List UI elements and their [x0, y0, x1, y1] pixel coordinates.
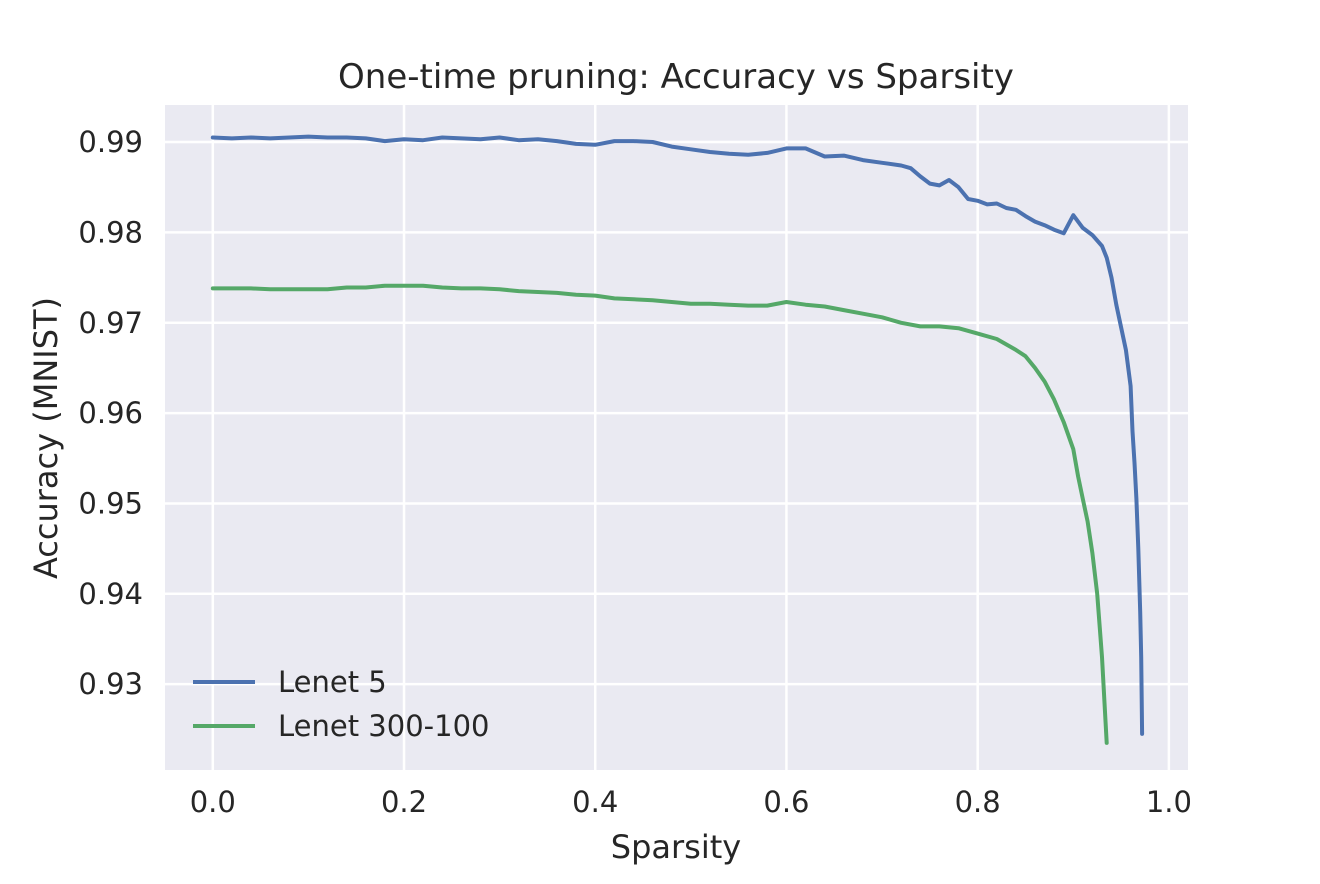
- y-tick-label: 0.96: [78, 396, 143, 430]
- x-tick-label: 0.4: [572, 785, 618, 819]
- legend-label: Lenet 5: [278, 665, 387, 699]
- y-axis-label: Accuracy (MNIST): [27, 297, 65, 579]
- x-axis-label: Sparsity: [611, 828, 741, 866]
- grid-lines: [165, 105, 1188, 770]
- y-tick-label: 0.95: [78, 486, 143, 520]
- series-line-1: [210, 283, 1109, 745]
- plot-background: [165, 105, 1188, 770]
- x-tick-label: 1.0: [1146, 785, 1192, 819]
- x-tick-label: 0.6: [763, 785, 809, 819]
- legend-label: Lenet 300-100: [278, 709, 489, 743]
- series-lines: [210, 134, 1145, 745]
- x-tick-label: 0.2: [381, 785, 427, 819]
- chart-title: One-time pruning: Accuracy vs Sparsity: [338, 57, 1014, 97]
- series-line-0: [210, 134, 1145, 736]
- y-tick-label: 0.94: [78, 577, 143, 611]
- x-tick-label: 0.0: [190, 785, 236, 819]
- x-tick-label: 0.8: [955, 785, 1001, 819]
- y-tick-label: 0.97: [78, 306, 143, 340]
- legend: Lenet 5 Lenet 300-100: [193, 665, 489, 743]
- y-tick-label: 0.98: [78, 215, 143, 249]
- y-tick-label: 0.99: [78, 125, 143, 159]
- y-tick-label: 0.93: [78, 667, 143, 701]
- tick-labels: 0.0 0.2 0.4 0.6 0.8 1.0 0.93 0.94 0.95 0.96 0.97 0.…: [78, 125, 1192, 819]
